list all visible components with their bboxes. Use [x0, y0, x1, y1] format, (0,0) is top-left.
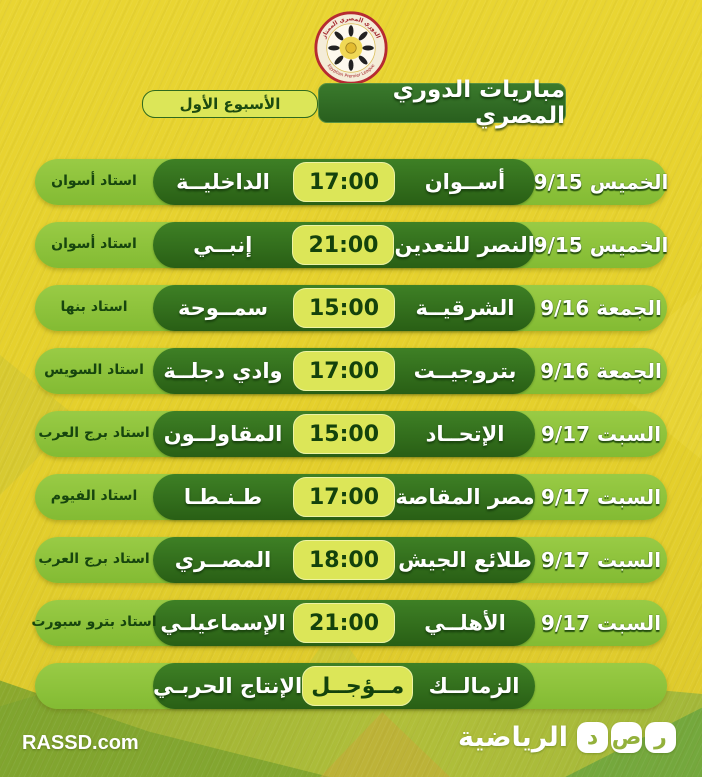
team-right: طلائع الجيش: [398, 548, 532, 572]
stadium: استاد أسوان: [51, 173, 137, 190]
stadium: استاد بترو سبورت: [31, 614, 157, 631]
team-left: الداخليــة: [176, 170, 270, 194]
team-left: المصــري: [174, 548, 272, 572]
match-date: الجمعة 9/16: [540, 359, 662, 383]
match-time: 21:00: [292, 225, 395, 265]
week-label: الأسبوع الأول: [142, 90, 318, 118]
team-left: وادي دجلــة: [163, 359, 283, 383]
team-right: الإتحــاد: [425, 422, 505, 446]
page-title: مباريات الدوري المصري: [318, 77, 566, 129]
match-date: الجمعة 9/16: [540, 296, 662, 320]
match-time: 18:00: [293, 540, 395, 580]
match-strip: أســوان 17:00 الداخليــة: [153, 159, 535, 205]
match-row: الخميس 9/15 أســوان 17:00 الداخليــة است…: [35, 159, 669, 205]
match-row: السبت 9/17 مصر المقاصة 17:00 طـنـطـا است…: [35, 474, 667, 520]
match-row: الزمالــك مــؤجــل الإنتاج الحربـي: [35, 663, 667, 709]
rassd-logo-icon: ر ص د: [577, 722, 676, 753]
team-right: مصر المقاصة: [395, 485, 535, 509]
stadium: استاد برج العرب: [38, 425, 150, 442]
team-right: الأهلــي: [424, 611, 506, 635]
team-left: الإسماعيلـي: [160, 611, 286, 635]
match-date: الخميس 9/15: [533, 233, 669, 257]
stadium: استاد برج العرب: [38, 551, 150, 568]
stadium: استاد بنها: [60, 299, 128, 316]
match-row: الجمعة 9/16 الشرقيــة 15:00 سمــوحة استا…: [35, 285, 667, 331]
match-row: الجمعة 9/16 بتروجيــت 17:00 وادي دجلــة …: [35, 348, 667, 394]
channel-logo: ر ص د الرياضية: [458, 722, 676, 753]
match-strip: الأهلــي 21:00 الإسماعيلـي: [153, 600, 535, 646]
match-list: الخميس 9/15 أســوان 17:00 الداخليــة است…: [31, 159, 669, 726]
rassd-letter: ر: [645, 722, 676, 753]
match-row: السبت 9/17 الأهلــي 21:00 الإسماعيلـي اس…: [31, 600, 667, 646]
team-left: إنبــي: [193, 233, 253, 257]
team-right: الشرقيــة: [415, 296, 515, 320]
egyptian-premier-league-logo-icon: الدوري المصري الممتاز Egyptian Premier L…: [313, 10, 389, 86]
match-date: السبت 9/17: [540, 548, 662, 572]
site-url: RASSD.com: [22, 732, 139, 754]
match-date: السبت 9/17: [540, 611, 662, 635]
rassd-letter: د: [577, 722, 608, 753]
match-time: مــؤجــل: [302, 666, 414, 706]
team-right: النصر للتعدين: [394, 233, 535, 257]
match-strip: الزمالــك مــؤجــل الإنتاج الحربـي: [153, 663, 535, 709]
match-row: السبت 9/17 الإتحــاد 15:00 المقاولــون ا…: [35, 411, 667, 457]
match-time: 17:00: [293, 477, 395, 517]
match-row: الخميس 9/15 النصر للتعدين 21:00 إنبــي ا…: [35, 222, 669, 268]
stadium: استاد السويس: [44, 362, 144, 379]
match-time: 15:00: [293, 288, 395, 328]
match-time: 17:00: [293, 162, 395, 202]
match-strip: مصر المقاصة 17:00 طـنـطـا: [153, 474, 535, 520]
match-time: 15:00: [293, 414, 395, 454]
match-strip: الإتحــاد 15:00 المقاولــون: [153, 411, 535, 457]
match-row: السبت 9/17 طلائع الجيش 18:00 المصــري اس…: [35, 537, 667, 583]
team-left: الإنتاج الحربـي: [153, 674, 303, 698]
team-right: بتروجيــت: [413, 359, 517, 383]
match-time: 21:00: [293, 603, 395, 643]
match-strip: الشرقيــة 15:00 سمــوحة: [153, 285, 535, 331]
team-left: سمــوحة: [177, 296, 269, 320]
match-time: 17:00: [293, 351, 395, 391]
channel-name: الرياضية: [458, 722, 568, 753]
rassd-letter: ص: [611, 722, 642, 753]
stadium: استاد أسوان: [51, 236, 137, 253]
match-date: الخميس 9/15: [533, 170, 669, 194]
team-left: المقاولــون: [163, 422, 283, 446]
match-strip: النصر للتعدين 21:00 إنبــي: [153, 222, 535, 268]
match-strip: طلائع الجيش 18:00 المصــري: [153, 537, 535, 583]
match-date: السبت 9/17: [540, 485, 662, 509]
match-date: [535, 663, 667, 709]
match-strip: بتروجيــت 17:00 وادي دجلــة: [153, 348, 535, 394]
team-right: الزمالــك: [428, 674, 520, 698]
stadium: [35, 663, 153, 709]
stadium: استاد الفيوم: [50, 488, 138, 505]
match-date: السبت 9/17: [540, 422, 662, 446]
team-right: أســوان: [424, 170, 506, 194]
team-left: طـنـطـا: [183, 485, 263, 509]
